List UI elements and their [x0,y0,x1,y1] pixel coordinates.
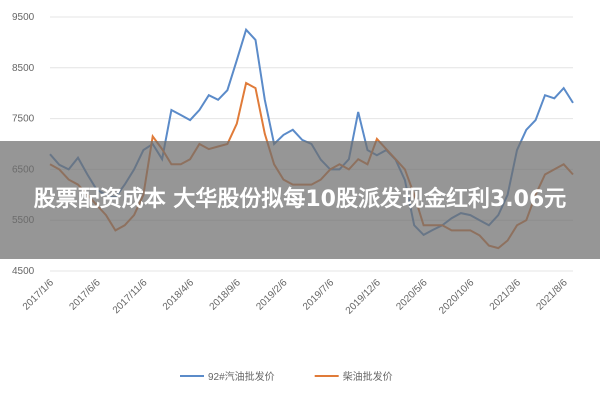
x-tick-label: 2021/8/6 [534,277,570,313]
x-tick-label: 2020/10/6 [437,277,477,317]
legend-label: 92#汽油批发价 [208,370,275,383]
x-tick-label: 2019/12/6 [344,277,384,317]
y-tick-label: 4500 [12,266,35,277]
y-tick-label: 8500 [12,63,35,74]
legend-label: 柴油批发价 [343,370,393,383]
x-tick-label: 2018/4/6 [161,277,197,313]
x-tick-label: 2021/3/6 [488,277,524,313]
title-banner: 股票配资成本 大华股份拟每10股派发现金红利3.06元 [0,141,600,259]
y-tick-label: 7500 [12,114,35,125]
x-tick-label: 2019/7/6 [301,277,337,313]
headline: 股票配资成本 大华股份拟每10股派发现金红利3.06元 [33,187,567,212]
x-tick-label: 2017/11/6 [111,277,150,316]
x-tick-label: 2018/9/6 [208,277,244,313]
x-tick-label: 2020/5/6 [394,277,430,313]
x-tick-label: 2017/1/6 [21,277,57,313]
x-tick-label: 2017/6/6 [68,277,104,313]
y-tick-label: 9500 [12,12,35,23]
x-tick-label: 2019/2/6 [254,277,290,313]
